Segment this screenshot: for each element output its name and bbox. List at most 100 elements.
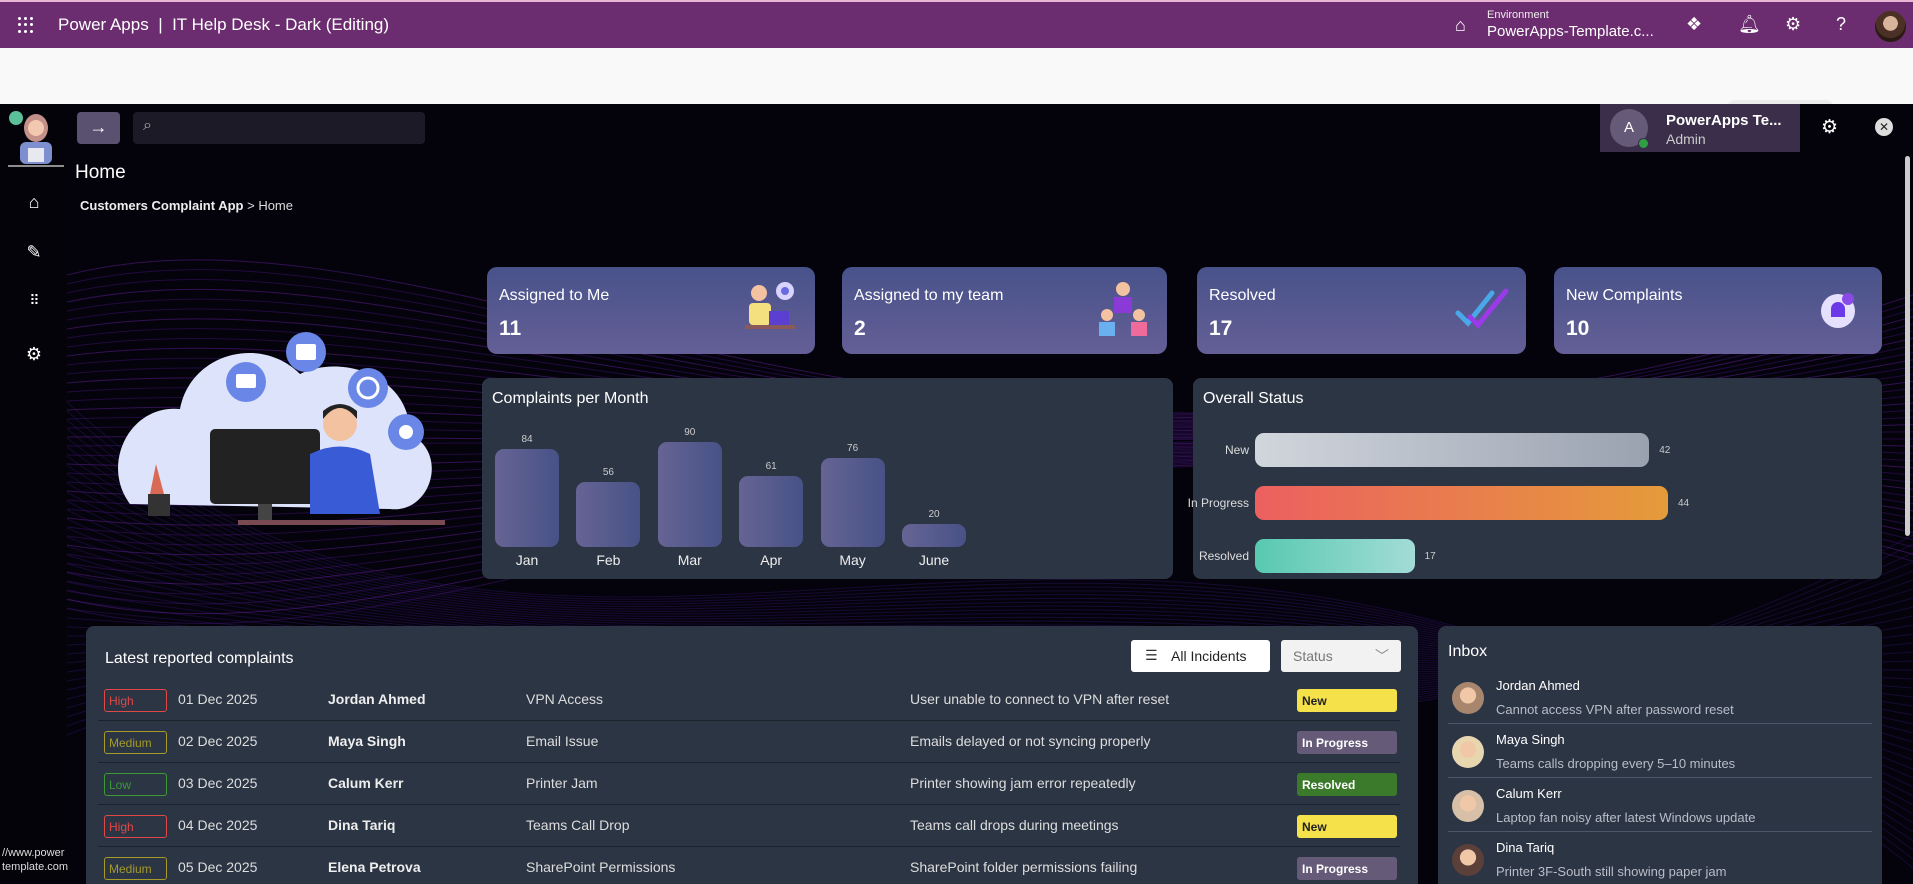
online-status-icon bbox=[1638, 138, 1649, 149]
search-input[interactable]: ⌕ bbox=[133, 112, 425, 144]
table-row[interactable]: Medium 02 Dec 2025 Maya Singh Email Issue Em… bbox=[98, 721, 1400, 763]
editor-toolbar: ▭ ▯ ▤ ﹀ ﹀ ﹀ ✕ bbox=[0, 48, 1913, 150]
status-badge: In Progress bbox=[1297, 731, 1397, 754]
inbox-item[interactable]: Dina Tariq Printer 3F-South still showing… bbox=[1448, 832, 1872, 884]
kpi-assigned-to-me[interactable]: Assigned to Me 11 bbox=[487, 267, 815, 354]
bar-feb[interactable] bbox=[576, 481, 641, 547]
status-dropdown[interactable]: Status ﹀ bbox=[1281, 640, 1401, 672]
cell-category: Email Issue bbox=[526, 733, 599, 749]
close-icon[interactable]: ✕ bbox=[1875, 118, 1893, 136]
cell-category: Teams Call Drop bbox=[526, 817, 630, 833]
status-bar-new[interactable] bbox=[1255, 433, 1650, 467]
help-icon[interactable]: ? bbox=[1836, 14, 1847, 34]
kpi-assigned-to-team[interactable]: Assigned to my team 2 bbox=[842, 267, 1167, 354]
breadcrumb-current: Home bbox=[258, 198, 293, 213]
inbox-item[interactable]: Maya Singh Teams calls dropping every 5–1… bbox=[1448, 724, 1872, 778]
message-preview: Laptop fan noisy after latest Windows up… bbox=[1496, 810, 1756, 825]
bar-may[interactable] bbox=[820, 458, 885, 547]
sender-name: Dina Tariq bbox=[1496, 840, 1555, 855]
expand-nav-button[interactable]: → bbox=[77, 112, 120, 144]
kpi-value: 2 bbox=[854, 317, 866, 340]
avatar bbox=[1452, 682, 1484, 714]
inbox-item[interactable]: Jordan Ahmed Cannot access VPN after pass… bbox=[1448, 670, 1872, 724]
cell-date: 02 Dec 2025 bbox=[178, 733, 258, 749]
kpi-value: 11 bbox=[499, 317, 522, 340]
kpi-resolved[interactable]: Resolved 17 bbox=[1197, 267, 1526, 354]
complaints-per-month-chart: Complaints per Month 84 Jan 56 Feb 90 Mar 61 Ap… bbox=[482, 378, 1173, 579]
gear-icon[interactable]: ⚙ bbox=[1785, 14, 1802, 34]
bar-mar[interactable] bbox=[657, 442, 722, 547]
table-row[interactable]: Low 03 Dec 2025 Calum Kerr Printer Jam Print… bbox=[98, 763, 1400, 805]
kpi-new-complaints[interactable]: New Complaints 10 bbox=[1554, 267, 1882, 354]
search-icon: ⌕ bbox=[143, 117, 152, 134]
cell-name: Jordan Ahmed bbox=[328, 691, 426, 707]
y-tick-label: New bbox=[1224, 443, 1249, 457]
footer-url-line: //www.power bbox=[2, 847, 65, 859]
edit-icon[interactable]: ✎ bbox=[26, 242, 42, 262]
apps-icon[interactable]: ⠿ bbox=[29, 292, 39, 308]
status-badge: New bbox=[1297, 689, 1397, 712]
cell-description: Emails delayed or not syncing properly bbox=[910, 733, 1151, 749]
x-tick-label: May bbox=[839, 552, 866, 568]
helpdesk-illustration bbox=[118, 332, 445, 525]
bell-icon[interactable]: 🔔︎ bbox=[1738, 14, 1761, 34]
bar-june[interactable] bbox=[902, 523, 966, 547]
title-bar: Power Apps | IT Help Desk - Dark (Editin… bbox=[0, 0, 1913, 48]
table-row[interactable]: High 04 Dec 2025 Dina Tariq Teams Call Drop… bbox=[98, 805, 1400, 847]
inbox-item[interactable]: Calum Kerr Laptop fan noisy after latest … bbox=[1448, 778, 1872, 832]
priority-badge: High bbox=[104, 815, 167, 838]
environment-picker[interactable]: PowerApps-Template.c... bbox=[1487, 23, 1654, 40]
table-row[interactable]: Medium 05 Dec 2025 Elena Petrova SharePoint… bbox=[98, 847, 1400, 884]
support-agent-icon bbox=[745, 282, 795, 329]
message-preview: Cannot access VPN after password reset bbox=[1496, 702, 1734, 717]
cell-category: Printer Jam bbox=[526, 775, 598, 791]
all-incidents-button[interactable]: ☰ All Incidents bbox=[1131, 640, 1270, 672]
cell-description: User unable to connect to VPN after rese… bbox=[910, 691, 1170, 707]
home-icon[interactable]: ⌂ bbox=[28, 192, 40, 212]
bar-value-label: 61 bbox=[765, 460, 777, 472]
avatar[interactable] bbox=[1875, 11, 1906, 42]
x-tick-label: June bbox=[918, 552, 950, 568]
bar-jan[interactable] bbox=[495, 449, 559, 547]
scrollbar[interactable] bbox=[1905, 156, 1910, 536]
panel-title: Latest reported complaints bbox=[105, 650, 294, 667]
waffle-icon[interactable] bbox=[18, 17, 34, 33]
overall-status-chart: Overall Status New 42 In Progress 44 Resolve… bbox=[1188, 378, 1882, 579]
priority-badge: Medium bbox=[104, 731, 167, 754]
bell-check-icon bbox=[1821, 293, 1855, 328]
user-role: Admin bbox=[1666, 131, 1706, 147]
bar-value-label: 44 bbox=[1678, 498, 1690, 509]
status-badge: Resolved bbox=[1297, 773, 1397, 796]
bar-apr[interactable] bbox=[739, 475, 804, 547]
environment-icon: ⌂ bbox=[1455, 15, 1466, 35]
sidebar: ⌂ ✎ ⠿ ⚙ bbox=[0, 104, 67, 884]
table-row[interactable]: High 01 Dec 2025 Jordan Ahmed VPN Access Use… bbox=[98, 679, 1400, 721]
panel-title: Inbox bbox=[1448, 643, 1488, 660]
breadcrumb-root[interactable]: Customers Complaint App bbox=[80, 198, 244, 213]
cell-date: 03 Dec 2025 bbox=[178, 775, 258, 791]
kpi-label: Assigned to my team bbox=[854, 287, 1004, 304]
x-tick-label: Feb bbox=[596, 552, 621, 568]
latest-complaints-panel: Latest reported complaints ☰ All Incident… bbox=[86, 626, 1418, 884]
agent-avatar-icon bbox=[8, 111, 64, 167]
status-bar-resolved[interactable] bbox=[1255, 539, 1415, 573]
settings-gear-icon[interactable]: ⚙ bbox=[1821, 117, 1839, 138]
avatar bbox=[1452, 844, 1484, 876]
bar-value-label: 20 bbox=[928, 508, 940, 520]
bar-value-label: 90 bbox=[684, 427, 696, 438]
avatar bbox=[1452, 736, 1484, 768]
dropdown-placeholder: Status bbox=[1293, 648, 1333, 664]
sender-name: Maya Singh bbox=[1496, 732, 1565, 747]
cell-description: Printer showing jam error repeatedly bbox=[910, 775, 1136, 791]
kpi-value: 17 bbox=[1209, 317, 1233, 340]
chevron-down-icon: ﹀ bbox=[1375, 648, 1389, 664]
copilot-icon[interactable]: ❖ bbox=[1686, 14, 1703, 34]
user-card[interactable]: A PowerApps Te... Admin bbox=[1600, 104, 1800, 152]
chart-title: Overall Status bbox=[1203, 390, 1304, 407]
user-name: PowerApps Te... bbox=[1666, 112, 1782, 129]
list-icon: ☰ bbox=[1145, 647, 1158, 663]
cell-date: 01 Dec 2025 bbox=[178, 691, 258, 707]
settings-icon[interactable]: ⚙ bbox=[25, 344, 43, 364]
status-bar-in-progress[interactable] bbox=[1255, 486, 1668, 520]
team-icon bbox=[1099, 282, 1147, 336]
